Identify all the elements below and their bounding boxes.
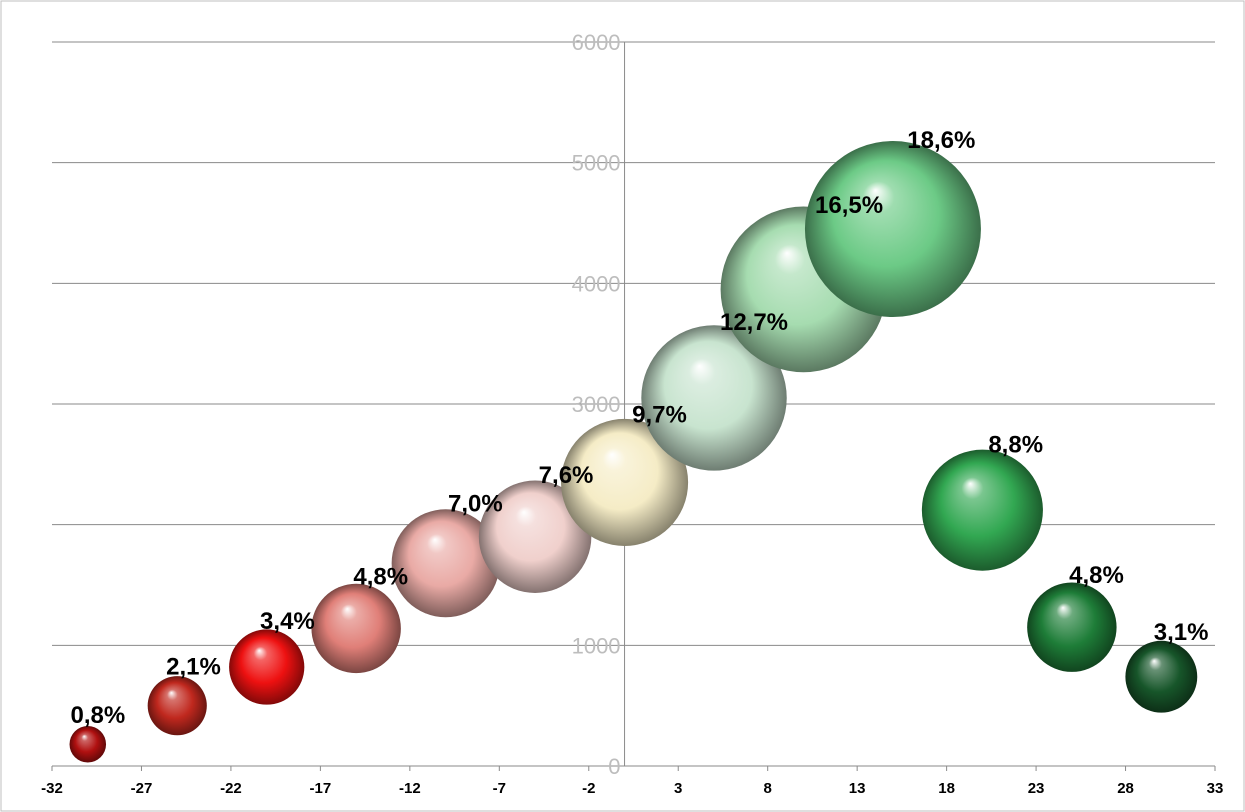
bubble-13 [1125,640,1198,713]
y-tick-label: 0 [608,754,620,779]
data-label-7: 9,7% [632,401,687,428]
x-tick-label: 33 [1207,780,1224,797]
bubble-5 [391,509,500,618]
x-tick-label: -27 [131,780,153,797]
x-tick-label: -2 [582,780,595,797]
x-tick-label: -7 [493,780,506,797]
y-tick-label: 5000 [572,151,621,176]
data-label-9: 16,5% [815,192,883,219]
data-label-10: 18,6% [907,127,975,154]
x-tick-label: -32 [41,780,63,797]
data-label-8: 12,7% [720,309,788,336]
bubbles [69,141,1198,763]
y-tick-label: 3000 [572,392,621,417]
y-tick-label: 4000 [572,271,621,296]
bubble-8 [641,325,787,471]
x-tick-label: 28 [1117,780,1134,797]
bubble-3 [229,629,305,705]
y-tick-label: 1000 [572,633,621,658]
bubble-4 [311,583,401,674]
x-tick-label: -17 [310,780,332,797]
data-label-2: 2,1% [166,654,221,681]
y-tick-label: 6000 [572,30,621,55]
x-tick-label: -12 [399,780,421,797]
bubble-12 [1027,582,1117,672]
x-tick-label: 23 [1028,780,1045,797]
x-tick-label: 18 [938,780,955,797]
x-tick-label: 8 [764,780,772,797]
data-label-13: 3,1% [1154,619,1209,646]
data-labels: 0,8% 2,1% 3,4% 4,8% 7,0% 7,6% 9,7% 12,7% 16,5% 18… [70,127,1208,729]
data-label-4: 4,8% [353,563,408,590]
data-label-12: 4,8% [1069,562,1124,589]
x-tick-label: 13 [849,780,866,797]
data-label-5: 7,0% [448,490,503,517]
bubble-2 [147,676,207,736]
x-tick-label: 3 [674,780,682,797]
bubble-10 [804,141,981,318]
data-label-3: 3,4% [260,608,315,635]
bubble-6 [478,480,592,593]
bubble-11 [921,449,1043,571]
data-label-6: 7,6% [539,462,594,489]
data-label-1: 0,8% [70,702,125,729]
bubble-7 [561,418,689,546]
bubble-1 [69,726,107,763]
x-tick-label: -22 [220,780,242,797]
gridlines [52,41,1215,646]
data-label-11: 8,8% [988,432,1043,459]
